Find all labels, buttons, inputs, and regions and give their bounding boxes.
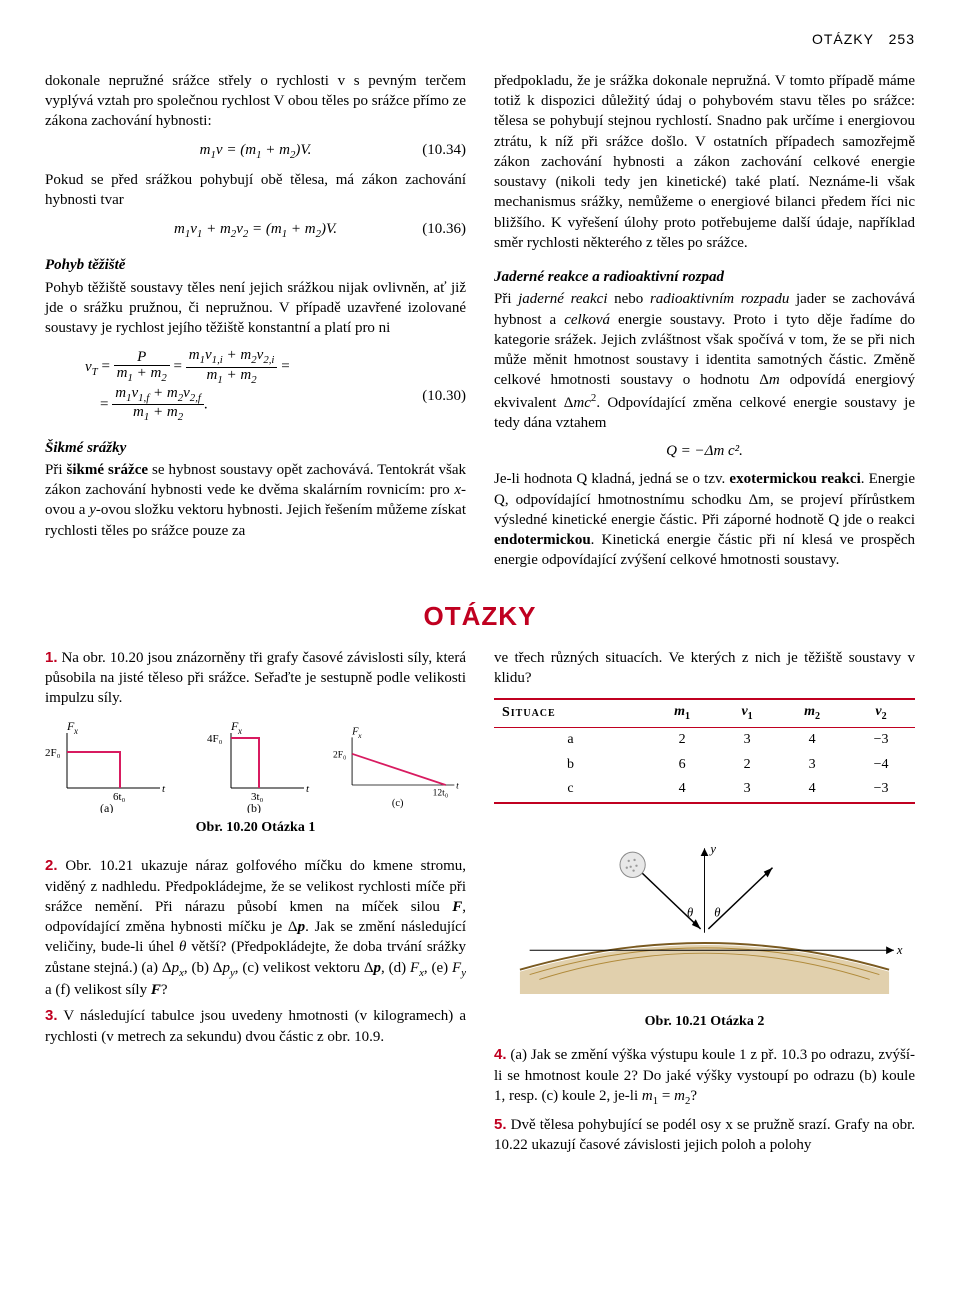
bottom-right: ve třech různých situacích. Ve kterých z… [494, 648, 915, 1161]
equation-10-34: m1v = (m1 + m2)V. (10.34) [45, 140, 466, 163]
question-4: 4. (a) Jak se změní výška výstupu koule … [494, 1045, 915, 1108]
figure-10-21: x y θ θ [494, 824, 915, 994]
question-5: 5. Dvě tělesa pohybující se podél osy x … [494, 1115, 915, 1156]
th: m2 [777, 699, 847, 727]
section-name: OTÁZKY [812, 31, 874, 47]
equation-10-36: m1v1 + m2v2 = (m1 + m2)V. (10.36) [45, 219, 466, 242]
svg-text:x: x [357, 732, 362, 741]
th: v2 [847, 699, 915, 727]
svg-text:6t₀: 6t₀ [113, 791, 126, 803]
svg-text:(c): (c) [392, 798, 404, 809]
eq-number: (10.36) [422, 219, 466, 239]
th: m1 [647, 699, 717, 727]
page-number: 253 [889, 31, 915, 47]
svg-text:(a): (a) [100, 801, 113, 813]
th: Situace [494, 699, 647, 727]
question-3: 3. V následující tabulce jsou uvedeny hm… [45, 1006, 466, 1047]
svg-text:12t₀: 12t₀ [433, 789, 448, 799]
eq-number: (10.30) [422, 386, 466, 406]
para: Pokud se před srážkou pohybují obě těles… [45, 170, 466, 211]
svg-text:t: t [456, 782, 459, 792]
equation-Q: Q = −Δm c². [494, 441, 915, 461]
para: Při jaderné reakci nebo radioaktivním ro… [494, 289, 915, 433]
table-row: c434−3 [494, 777, 915, 803]
subhead-pohyb: Pohyb těžiště [45, 255, 466, 275]
svg-text:x: x [73, 726, 78, 736]
right-column: předpokladu, že je srážka dokonale nepru… [494, 71, 915, 577]
para: Je-li hodnota Q kladná, jedná se o tzv. … [494, 469, 915, 570]
svg-text:2F₀: 2F₀ [333, 751, 346, 761]
table-row: b623−4 [494, 753, 915, 778]
question-1: 1. Na obr. 10.20 jsou znázorněny tři gra… [45, 648, 466, 709]
svg-text:θ: θ [714, 906, 720, 920]
para: dokonale nepružné srážce střely o rychlo… [45, 71, 466, 132]
subhead-jaderne: Jaderné reakce a radioaktivní rozpad [494, 267, 915, 287]
svg-text:x: x [237, 726, 242, 736]
svg-text:(b): (b) [247, 801, 261, 813]
graph-b: Fx 4F₀ 3t₀ t (b) [189, 718, 319, 813]
page-header: OTÁZKY 253 [45, 30, 915, 49]
left-column: dokonale nepružné srážce střely o rychlo… [45, 71, 466, 577]
bottom-columns: 1. Na obr. 10.20 jsou znázorněny tři gra… [45, 648, 915, 1161]
svg-text:x: x [896, 943, 903, 957]
para: Pohyb těžiště soustavy těles není jejich… [45, 278, 466, 339]
svg-text:t: t [162, 783, 166, 795]
th: v1 [717, 699, 777, 727]
situation-table: Situace m1 v1 m2 v2 a234−3 b623−4 c434−3 [494, 698, 915, 804]
subhead-sikme: Šikmé srážky [45, 438, 466, 458]
otazky-heading: OTÁZKY [45, 599, 915, 634]
question-2: 2. Obr. 10.21 ukazuje náraz golfového mí… [45, 856, 466, 1000]
graph-c: Fx 2F₀ 12t₀ t (c) [333, 718, 463, 813]
svg-text:y: y [708, 842, 716, 856]
question-3-cont: ve třech různých situacích. Ve kterých z… [494, 648, 915, 689]
para: předpokladu, že je srážka dokonale nepru… [494, 71, 915, 253]
top-columns: dokonale nepružné srážce střely o rychlo… [45, 71, 915, 577]
svg-text:4F₀: 4F₀ [207, 733, 223, 745]
equation-10-30: vT = Pm1 + m2 = m1v1,i + m2v2,im1 + m2 =… [85, 348, 466, 423]
graph-a: Fx 2F₀ 6t₀ t (a) [45, 718, 175, 813]
svg-text:θ: θ [687, 906, 693, 920]
bottom-left: 1. Na obr. 10.20 jsou znázorněny tři gra… [45, 648, 466, 1161]
svg-text:2F₀: 2F₀ [45, 747, 61, 759]
fig-10-21-caption: Obr. 10.21 Otázka 2 [494, 1013, 915, 1032]
fig-10-20-caption: Obr. 10.20 Otázka 1 [45, 819, 466, 838]
table-row: a234−3 [494, 727, 915, 752]
para: Při šikmé srážce se hybnost soustavy opě… [45, 460, 466, 541]
eq-number: (10.34) [422, 140, 466, 160]
svg-text:t: t [306, 783, 310, 795]
figure-10-20: Fx 2F₀ 6t₀ t (a) Fx 4F₀ 3t₀ [45, 718, 466, 813]
